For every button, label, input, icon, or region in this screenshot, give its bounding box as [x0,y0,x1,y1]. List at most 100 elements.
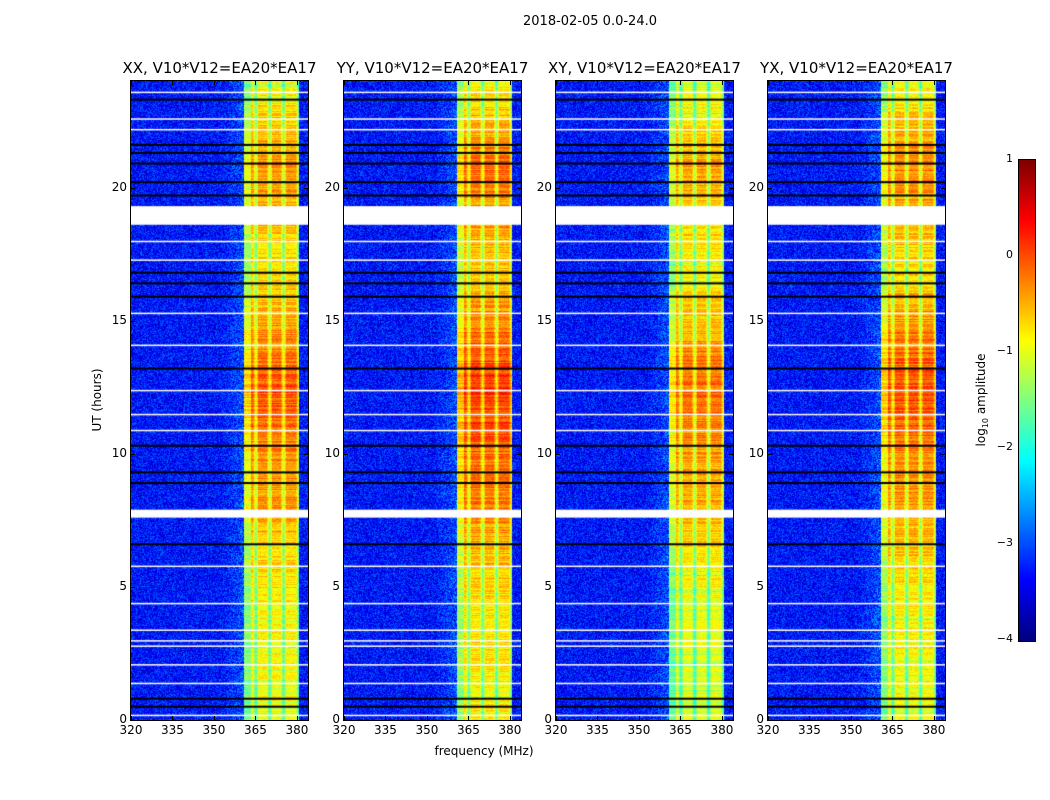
colorbar [1018,159,1036,642]
x-tick-label: 350 [839,723,863,737]
colorbar-gradient [1019,160,1035,641]
x-tick-mark [556,81,557,85]
y-tick-mark [941,720,945,721]
heatmap-image [131,81,308,720]
x-tick-label: 320 [332,723,356,737]
x-tick-label: 335 [374,723,397,737]
y-tick-mark [517,586,521,588]
y-tick-mark [517,187,521,189]
y-tick-mark [729,187,733,189]
x-axis-label: frequency (MHz) [434,744,534,758]
colorbar-tick-label: 1 [1006,152,1013,165]
y-tick-mark [304,720,308,721]
y-tick-label: 5 [544,578,552,593]
x-tick-mark [597,716,599,720]
x-tick-label: 350 [202,723,226,737]
y-tick-mark [729,453,733,455]
x-tick-mark [255,81,257,85]
y-tick-label: 10 [324,445,340,460]
y-tick-label: 10 [748,445,764,460]
x-tick-mark [638,81,640,85]
panel-title: YX, V10*V12=EA20*EA17 [760,59,953,77]
x-tick-mark [768,716,769,720]
x-tick-mark [468,716,470,720]
y-tick-label: 20 [536,179,552,194]
x-tick-mark [809,716,811,720]
x-tick-mark [721,81,723,85]
y-tick-label: 15 [748,312,764,327]
y-tick-mark [768,720,772,721]
x-tick-mark [344,716,345,720]
y-tick-mark [344,720,348,721]
y-tick-mark [304,187,308,189]
colorbar-label-sub: 10 [981,417,991,429]
x-tick-mark [255,716,257,720]
colorbar-label: log10 amplitude [974,354,990,447]
x-tick-label: 380 [285,723,309,737]
x-tick-mark [172,716,174,720]
x-tick-mark [468,81,470,85]
x-tick-mark [680,716,682,720]
x-tick-mark [556,716,557,720]
x-tick-mark [131,81,132,85]
y-tick-mark [941,187,945,189]
x-tick-mark [172,81,174,85]
y-tick-label: 5 [756,578,764,593]
x-tick-label: 335 [161,723,184,737]
heatmap-image [556,81,733,720]
y-tick-mark [729,320,733,322]
y-tick-mark [344,187,348,189]
y-tick-mark [556,187,560,189]
panel-title: XX, V10*V12=EA20*EA17 [122,59,317,77]
y-tick-mark [941,320,945,322]
y-tick-label: 5 [119,578,127,593]
colorbar-tick-label: −4 [996,632,1013,645]
y-tick-mark [517,720,521,721]
y-tick-label: 15 [111,312,127,327]
y-tick-mark [556,320,560,322]
y-tick-mark [517,453,521,455]
y-tick-label: 15 [536,312,552,327]
x-tick-mark [638,716,640,720]
x-tick-label: 380 [710,723,734,737]
x-tick-label: 320 [544,723,568,737]
y-tick-mark [556,720,560,721]
x-tick-mark [131,716,132,720]
x-tick-label: 320 [119,723,143,737]
panel-title: XY, V10*V12=EA20*EA17 [548,59,741,77]
x-tick-label: 365 [669,723,692,737]
y-tick-mark [768,586,772,588]
y-tick-mark [131,586,135,588]
y-tick-mark [768,187,772,189]
x-tick-mark [850,716,852,720]
x-tick-mark [850,81,852,85]
y-tick-mark [768,453,772,455]
x-tick-label: 350 [627,723,651,737]
heatmap-image [768,81,945,720]
x-tick-label: 320 [756,723,780,737]
waterfall-panel [555,80,734,721]
colorbar-label-rest: amplitude [973,353,988,418]
colorbar-tick-label: −1 [996,344,1013,357]
x-tick-mark [768,81,769,85]
y-tick-label: 10 [111,445,127,460]
figure-title: 2018-02-05 0.0-24.0 [523,14,657,29]
y-tick-mark [344,586,348,588]
y-tick-mark [344,320,348,322]
y-tick-mark [131,320,135,322]
x-tick-label: 365 [881,723,904,737]
x-tick-mark [892,81,894,85]
y-tick-label: 0 [756,712,764,726]
x-tick-mark [213,81,215,85]
panel-title: YY, V10*V12=EA20*EA17 [336,59,529,77]
y-tick-label: 0 [544,712,552,726]
x-tick-mark [892,716,894,720]
x-tick-mark [721,716,723,720]
y-tick-label: 20 [324,179,340,194]
x-tick-mark [296,81,298,85]
y-tick-mark [556,453,560,455]
y-tick-label: 20 [111,179,127,194]
y-tick-label: 10 [536,445,552,460]
y-tick-label: 0 [119,712,127,726]
x-tick-label: 335 [586,723,609,737]
